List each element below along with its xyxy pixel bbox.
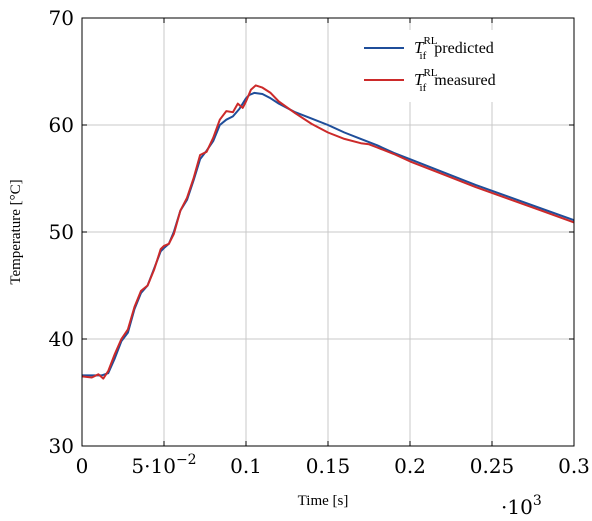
y-axis-label: Temperature [°C] (8, 179, 24, 284)
series-line-measured (81, 84, 575, 380)
x-scale-exponent: 3 (533, 493, 542, 509)
y-tick-label: 30 (49, 434, 74, 458)
x-tick-label: 0.1 (230, 454, 262, 478)
x-tick-label: 0.3 (558, 454, 590, 478)
x-axis-label: Time [s] (298, 493, 349, 509)
legend-entry-predicted: TRL if predicted (414, 35, 494, 62)
x-tick-label: 5·10−2 (131, 452, 196, 478)
svg-text:·103: ·103 (501, 493, 542, 519)
x-scale-base: ·10 (501, 495, 533, 519)
x-tick-label: 0 (76, 454, 89, 478)
y-tick-label: 40 (49, 327, 74, 351)
x-tick-label: 0.25 (470, 454, 515, 478)
x-tick-label: 0.15 (306, 454, 351, 478)
axis-ticks: 0 5·10−2 0.1 0.15 0.2 0.25 0.3 30 40 50 60 70 (49, 6, 590, 478)
legend-entry-measured: TRL if measured (414, 67, 496, 94)
legend: TRL if predicted TRL if measured (356, 30, 564, 102)
series-lines (81, 84, 575, 380)
x-axis-scale-factor: ·103 (501, 493, 542, 519)
legend-box (356, 30, 564, 102)
x-tick-label: 0.2 (394, 454, 426, 478)
y-tick-label: 60 (49, 113, 74, 137)
y-tick-label: 70 (49, 6, 74, 30)
y-tick-label: 50 (49, 220, 74, 244)
